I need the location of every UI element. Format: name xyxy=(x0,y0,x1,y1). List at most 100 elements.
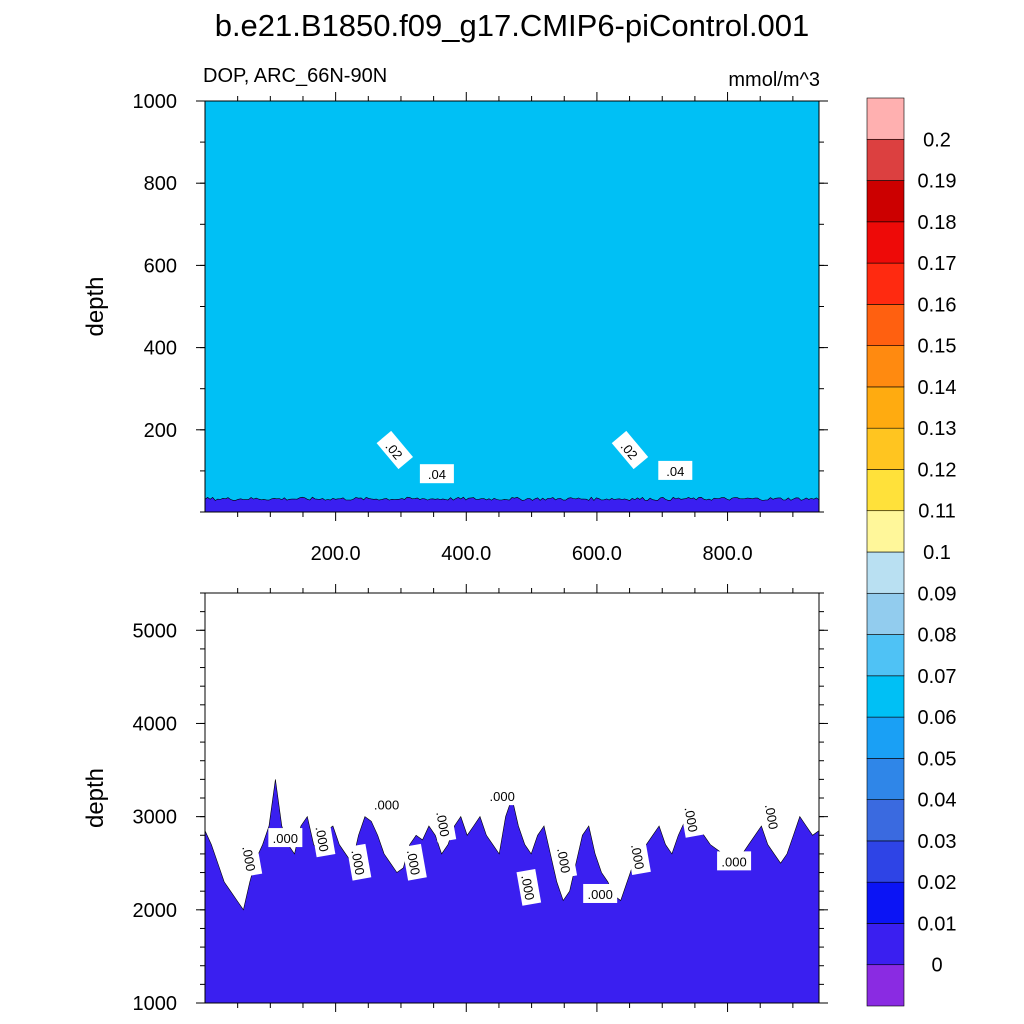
colorbar: 0 0.01 0.02 0.03 0.04 0.05 0.06 0.07 0.08 0.09 0.1… xyxy=(866,97,957,1007)
contour-label-text: .000 xyxy=(273,831,298,846)
colorbar-label: 0.03 xyxy=(918,831,957,853)
contour-label: .000 xyxy=(717,851,752,871)
contour-label-box xyxy=(431,805,457,843)
contour-label-text: .000 xyxy=(721,854,746,869)
colorbar-swatch xyxy=(866,510,905,553)
y-tick-label: 4000 xyxy=(133,713,178,735)
contour-label-box xyxy=(419,464,454,484)
colorbar-label: 0.12 xyxy=(918,459,957,481)
y-tick-label: 400 xyxy=(144,338,177,360)
x-tick-label: 400.0 xyxy=(441,543,491,565)
contour-label-text: .000 xyxy=(554,847,573,875)
contour-label: .000 xyxy=(516,868,542,906)
contour-label-box xyxy=(717,851,752,871)
contour-label: .000 xyxy=(485,786,520,806)
contour-label-box xyxy=(369,794,404,814)
colorbar-swatch xyxy=(866,386,905,429)
colorbar-label: 0.14 xyxy=(918,377,957,399)
colorbar-label: 0.09 xyxy=(918,583,957,605)
contour-label: .000 xyxy=(552,841,578,879)
contour-label-text: .04 xyxy=(428,467,446,482)
contour-label-box xyxy=(760,798,785,835)
colorbar-label: 0.04 xyxy=(918,790,957,812)
y-tick-label: 800 xyxy=(144,173,177,195)
contour-label: .02 xyxy=(611,430,649,470)
colorbar-label: 0.07 xyxy=(918,666,957,688)
colorbar-label: 0.1 xyxy=(923,542,951,564)
colorbar-swatch xyxy=(866,923,905,966)
contour-label: .000 xyxy=(369,794,404,814)
contour-label-box xyxy=(583,883,618,903)
y-axis-label: depth xyxy=(82,768,109,828)
contour-label: .000 xyxy=(679,800,705,838)
colorbar-label: 0.15 xyxy=(918,336,957,358)
colorbar-swatch xyxy=(866,964,905,1007)
contour-label: .04 xyxy=(658,460,693,480)
contour-label: .000 xyxy=(268,828,303,848)
lower-panel: .000 .000 .000 .000 .000 .000 .000 .000 .000 .000… xyxy=(82,584,828,1015)
colorbar-swatch xyxy=(866,138,905,181)
colorbar-swatch xyxy=(866,97,905,140)
contour-label-text: .000 xyxy=(348,849,367,877)
level-band-0-0.01 xyxy=(204,779,820,1004)
contour-label-text: .000 xyxy=(374,798,399,813)
level-band-0.06 xyxy=(204,100,820,501)
y-tick-label: 2000 xyxy=(133,900,178,922)
contour-label-text: .000 xyxy=(518,874,537,902)
colorbar-swatch xyxy=(866,551,905,594)
right-string: mmol/m^3 xyxy=(728,69,820,91)
y-tick-label: 200 xyxy=(144,420,177,442)
contour-label: .04 xyxy=(419,464,454,484)
y-tick-label: 3000 xyxy=(133,807,178,829)
contour-label-box xyxy=(268,828,303,848)
contour-label-box xyxy=(310,820,336,858)
colorbar-swatch xyxy=(866,758,905,800)
contour-label-text: .000 xyxy=(628,843,647,871)
contour-label-text: .000 xyxy=(588,887,613,902)
contour-label-box xyxy=(626,838,651,876)
colorbar-label: 0.19 xyxy=(918,171,957,193)
colorbar-swatch xyxy=(866,304,905,346)
colorbar-label: 0.11 xyxy=(918,501,955,523)
colorbar-label: 0.2 xyxy=(923,129,951,151)
colorbar-label: 0.06 xyxy=(918,707,957,729)
colorbar-swatch xyxy=(866,799,905,842)
colorbar-swatch xyxy=(866,675,905,718)
contour-label: .000 xyxy=(431,805,457,843)
contour-label-box xyxy=(611,430,649,470)
colorbar-label: 0.13 xyxy=(918,418,957,440)
contour-label: .000 xyxy=(346,843,372,881)
colorbar-label: 0.18 xyxy=(918,212,957,234)
contour-label-text: .000 xyxy=(239,845,258,873)
contour-label-text: .000 xyxy=(404,849,423,877)
colorbar-swatch xyxy=(866,469,905,512)
contour-label-box xyxy=(376,430,414,470)
contour-label: .000 xyxy=(583,883,618,903)
colorbar-label: 0.05 xyxy=(918,748,957,770)
contour-label: .000 xyxy=(760,798,785,835)
colorbar-label: 0.16 xyxy=(918,294,957,316)
contour-label-text: .04 xyxy=(666,464,684,479)
contour-label: .000 xyxy=(237,840,263,877)
y-tick-label: 1000 xyxy=(133,91,178,113)
colorbar-swatch xyxy=(866,427,905,470)
contour-label-text: .000 xyxy=(682,806,701,834)
colorbar-swatch xyxy=(866,345,905,388)
contour-label-box xyxy=(402,843,427,881)
contour-label: .000 xyxy=(402,843,427,881)
contour-label-box xyxy=(237,840,263,877)
colorbar-swatch xyxy=(866,634,905,677)
contour-label-box xyxy=(516,868,542,906)
colorbar-swatch xyxy=(866,180,905,223)
colorbar-label: 0.08 xyxy=(918,625,957,647)
colorbar-swatch xyxy=(866,262,905,305)
contour-label: .02 xyxy=(376,430,414,470)
contour-label-box xyxy=(679,800,705,838)
contour-label: .000 xyxy=(310,820,336,858)
contour-label-text: .000 xyxy=(490,789,515,804)
contour-label-text: .000 xyxy=(312,825,331,853)
left-string: DOP, ARC_66N-90N xyxy=(203,65,387,87)
contour-label-text: .000 xyxy=(762,803,781,831)
figure-title: b.e21.B1850.f09_g17.CMIP6-piControl.001 xyxy=(215,8,810,43)
